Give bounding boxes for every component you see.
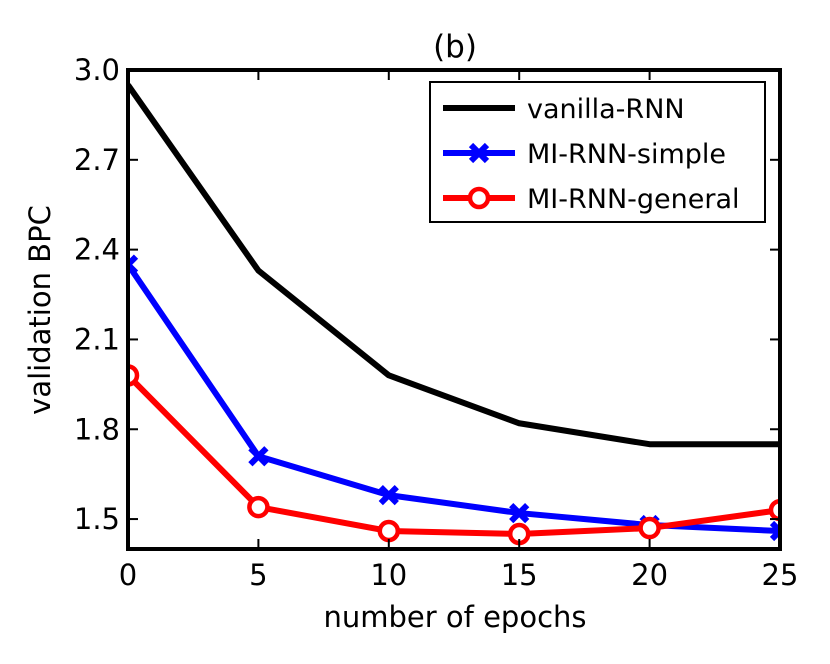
data-point-mi-rnn-simple-stroke bbox=[128, 260, 139, 275]
x-tick-label: 5 bbox=[249, 558, 267, 592]
series-layer bbox=[128, 83, 780, 546]
y-tick-label: 2.1 bbox=[74, 322, 120, 356]
data-point-mi-rnn-simple bbox=[378, 484, 399, 506]
chart-title: (b) bbox=[433, 29, 477, 65]
x-tick-label: 10 bbox=[370, 558, 407, 592]
series-mi-rnn-general bbox=[128, 364, 780, 546]
data-point-mi-rnn-simple bbox=[509, 502, 530, 524]
data-point-mi-rnn-general bbox=[638, 516, 661, 540]
y-tick-label: 1.8 bbox=[74, 412, 120, 446]
series-line-vanilla-rnn bbox=[128, 83, 780, 448]
x-axis-label: number of epochs bbox=[324, 600, 587, 634]
legend-entry-mi-rnn-simple: MI-RNN-simple bbox=[443, 139, 726, 170]
legend-marker bbox=[468, 142, 490, 164]
data-point-mi-rnn-simple bbox=[769, 520, 780, 542]
data-point-mi-rnn-simple-stroke bbox=[769, 520, 780, 536]
legend-entry-vanilla-rnn: vanilla-RNN bbox=[443, 94, 685, 125]
y-axis: 1.5 1.8 2.1 2.4 2.7 3.0 bbox=[74, 53, 780, 536]
data-point-mi-rnn-general bbox=[377, 519, 401, 543]
legend-label: vanilla-RNN bbox=[527, 94, 685, 125]
legend-label: MI-RNN-simple bbox=[527, 139, 726, 170]
legend-marker-stroke bbox=[468, 142, 490, 164]
legend-entry-mi-rnn-general: MI-RNN-general bbox=[443, 184, 740, 215]
x-tick-label: 20 bbox=[631, 558, 668, 592]
data-point-mi-rnn-simple-stroke bbox=[128, 254, 139, 269]
data-point-mi-rnn-simple bbox=[128, 254, 139, 275]
series-vanilla-rnn bbox=[128, 83, 780, 448]
data-point-mi-rnn-simple-stroke bbox=[378, 484, 399, 506]
legend-marker bbox=[467, 186, 491, 210]
y-tick-label: 1.5 bbox=[74, 502, 120, 536]
plot-frame bbox=[126, 68, 782, 551]
y-axis-label: validation BPC bbox=[23, 205, 57, 415]
data-point-mi-rnn-general bbox=[128, 364, 140, 387]
x-tick-label: 25 bbox=[762, 558, 799, 592]
data-point-mi-rnn-simple-stroke bbox=[769, 526, 780, 542]
y-tick-label: 3.0 bbox=[74, 53, 120, 87]
y-tick-label: 2.4 bbox=[74, 233, 120, 267]
series-line-mi-rnn-general bbox=[128, 373, 780, 538]
y-tick-label: 2.7 bbox=[74, 143, 120, 177]
x-tick-label: 0 bbox=[119, 558, 137, 592]
legend-label: MI-RNN-general bbox=[527, 184, 740, 215]
x-axis: 0 5 10 15 20 25 bbox=[119, 70, 799, 592]
data-point-mi-rnn-simple-stroke bbox=[248, 446, 269, 467]
data-point-mi-rnn-simple bbox=[248, 446, 269, 467]
legend: vanilla-RNN MI-RNN-simple MI-RNN-general bbox=[429, 81, 766, 223]
data-point-mi-rnn-general bbox=[247, 495, 270, 519]
x-tick-label: 15 bbox=[501, 558, 538, 592]
data-point-mi-rnn-general bbox=[768, 498, 780, 522]
data-point-mi-rnn-simple-stroke bbox=[509, 502, 530, 524]
